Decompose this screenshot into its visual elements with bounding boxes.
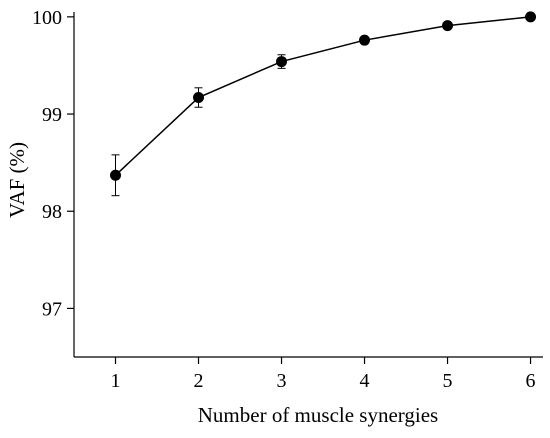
data-point — [276, 56, 288, 68]
x-tick-label: 4 — [360, 370, 370, 392]
y-tick-label: 99 — [42, 104, 62, 126]
y-axis-title: VAF (%) — [5, 142, 29, 218]
x-tick-label: 5 — [443, 370, 453, 392]
x-tick-label: 1 — [111, 370, 121, 392]
data-point — [359, 34, 371, 46]
x-ticks: 1 2 3 4 5 6 — [111, 357, 536, 392]
series-line — [114, 16, 531, 176]
axes — [73, 12, 543, 358]
x-tick-label: 3 — [277, 370, 287, 392]
x-tick-label: 2 — [194, 370, 204, 392]
data-point — [110, 169, 122, 181]
data-point — [442, 20, 454, 32]
data-point — [525, 11, 537, 23]
x-tick-label: 6 — [526, 370, 536, 392]
y-tick-label: 100 — [32, 7, 62, 29]
y-ticks: 97 98 99 100 — [32, 7, 74, 320]
series-layer — [110, 11, 537, 197]
data-point — [193, 92, 205, 104]
y-tick-label: 98 — [42, 201, 62, 223]
x-axis-title: Number of muscle synergies — [198, 403, 438, 427]
y-tick-label: 97 — [42, 298, 62, 320]
